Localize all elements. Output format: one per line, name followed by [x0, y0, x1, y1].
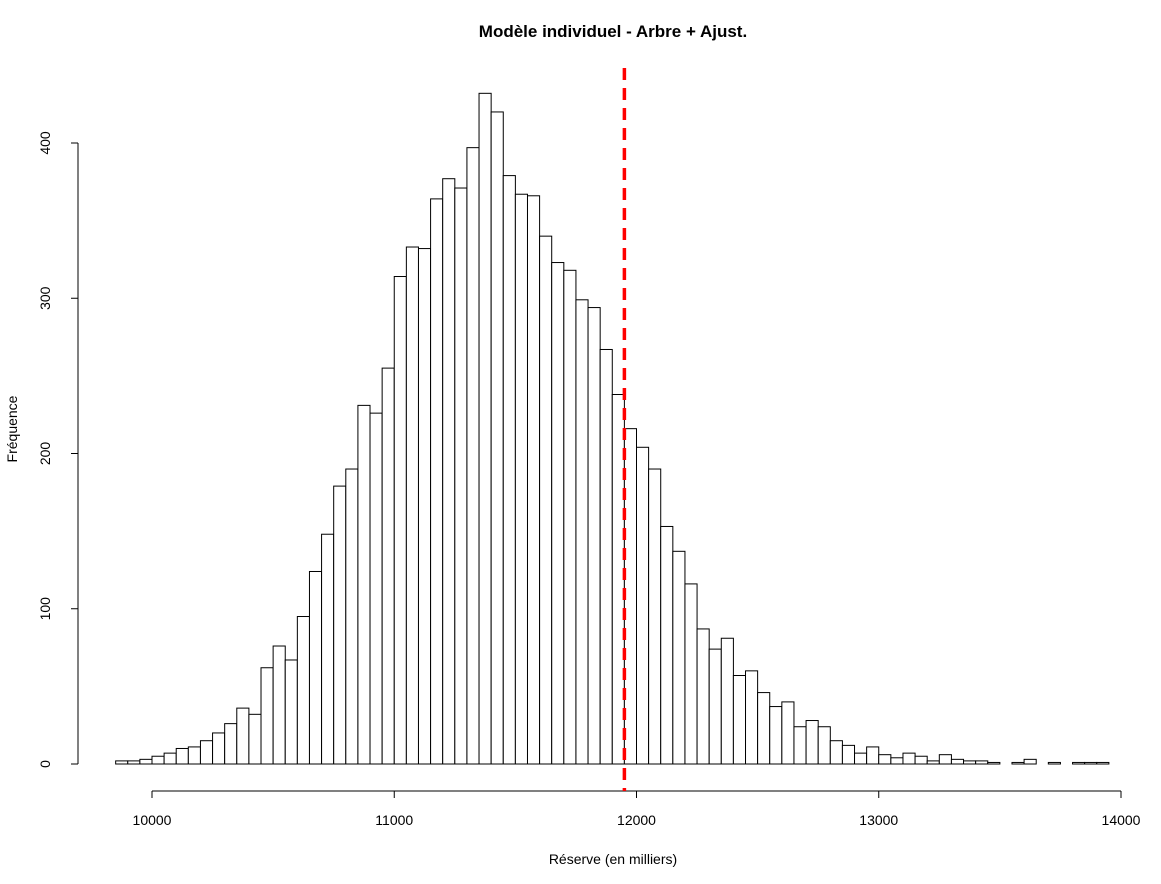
histogram-bar: [963, 760, 977, 765]
histogram-bar: [430, 198, 444, 765]
histogram-bar: [732, 675, 747, 765]
histogram-bar: [478, 92, 492, 765]
histogram-bar: [720, 637, 734, 765]
histogram-bar: [866, 746, 880, 765]
histogram-bar: [236, 707, 250, 765]
histogram-bar: [805, 720, 819, 765]
histogram-bar: [950, 758, 965, 765]
histogram-bar: [636, 446, 650, 765]
histogram-bar: [381, 367, 395, 765]
histogram-bar: [781, 701, 795, 765]
histogram-bar: [745, 670, 759, 765]
histogram-bar: [272, 645, 286, 765]
histogram-bar: [357, 404, 371, 765]
y-tick-label: 300: [37, 286, 53, 310]
y-tick-label: 100: [37, 597, 53, 621]
histogram-bar: [405, 246, 419, 765]
histogram-bar: [526, 195, 541, 765]
histogram-bar: [248, 713, 262, 765]
histogram-bar: [199, 740, 214, 765]
histogram-bar: [417, 248, 432, 765]
histogram-bar: [575, 299, 589, 765]
histogram-bar: [817, 726, 831, 765]
histogram-bar: [975, 760, 989, 765]
x-axis: 10000 11000 12000 13000 14000: [133, 790, 1141, 828]
histogram-bar: [551, 262, 565, 765]
histogram-bar: [938, 754, 952, 765]
histogram-bar: [345, 468, 359, 765]
histogram-bar: [369, 412, 383, 765]
histogram-bar: [878, 754, 892, 765]
histogram-bar: [696, 628, 710, 765]
histogram-bar: [793, 726, 807, 765]
histogram-bar: [393, 276, 407, 765]
histogram-bar: [987, 761, 1001, 765]
histogram-bar: [660, 525, 674, 765]
y-axis-label: Fréquence: [4, 395, 20, 462]
histogram-bar: [914, 755, 928, 765]
histogram-bar: [212, 732, 226, 765]
histogram-bar: [708, 648, 722, 765]
x-tick-label: 14000: [1102, 812, 1141, 828]
histogram-bar: [890, 757, 904, 765]
chart-title: Modèle individuel - Arbre + Ajust.: [479, 22, 747, 41]
histogram-bar: [623, 428, 638, 765]
histogram-bar: [599, 348, 613, 765]
histogram-bar: [308, 570, 323, 765]
histogram-bar: [563, 269, 577, 765]
histogram-bar: [829, 740, 843, 765]
histogram-bar: [648, 468, 662, 765]
histogram-bar: [466, 147, 480, 765]
y-axis: 0 100 200 300 400: [37, 131, 79, 768]
histogram-bar: [587, 307, 601, 765]
histogram-bars: [115, 92, 1110, 765]
histogram-bar: [502, 175, 516, 765]
histogram-bar: [1072, 761, 1086, 765]
y-tick-label: 200: [37, 442, 53, 466]
histogram-bar: [175, 747, 189, 765]
x-tick-label: 13000: [859, 812, 898, 828]
histogram-bar: [151, 755, 165, 765]
x-axis-label: Réserve (en milliers): [549, 851, 677, 867]
histogram-bar: [769, 706, 783, 765]
histogram-bar: [1011, 761, 1025, 765]
y-tick-label: 400: [37, 131, 53, 155]
histogram-bar: [333, 485, 347, 765]
histogram-bar: [127, 760, 141, 765]
x-tick-label: 11000: [375, 812, 413, 828]
histogram-bar: [454, 187, 468, 765]
histogram-bar: [1096, 761, 1110, 765]
histogram-bar: [902, 752, 916, 765]
histogram-bar: [841, 744, 856, 765]
histogram-bar: [611, 394, 625, 765]
x-tick-label: 12000: [617, 812, 656, 828]
histogram-bar: [1084, 761, 1098, 765]
histogram-bar: [684, 583, 698, 765]
x-tick-label: 10000: [133, 812, 172, 828]
histogram-bar: [490, 111, 504, 765]
histogram-bar: [321, 533, 335, 765]
histogram-bar: [757, 692, 771, 765]
histogram-bar: [539, 235, 553, 765]
histogram-bar: [442, 178, 456, 765]
histogram-bar: [115, 760, 129, 765]
histogram-bar: [514, 193, 528, 765]
histogram-bar: [187, 746, 201, 765]
histogram-bar: [139, 758, 153, 765]
histogram-bar: [926, 760, 940, 765]
histogram-bar: [296, 616, 310, 765]
histogram-bar: [1023, 758, 1037, 765]
histogram-bar: [672, 550, 686, 765]
histogram-bar: [854, 752, 868, 765]
y-tick-label: 0: [37, 760, 53, 768]
histogram-bar: [224, 723, 238, 765]
histogram-bar: [260, 667, 274, 765]
histogram-bar: [163, 752, 177, 765]
histogram-bar: [1047, 761, 1061, 765]
histogram-bar: [284, 659, 298, 765]
